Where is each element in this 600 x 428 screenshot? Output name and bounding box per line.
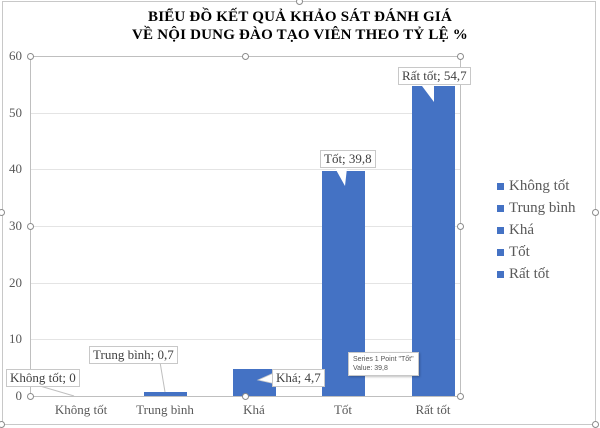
legend-item-tot[interactable]: Tốt bbox=[497, 241, 576, 263]
y-tick-20: 20 bbox=[9, 275, 22, 290]
bar-rat-tot[interactable] bbox=[412, 86, 455, 396]
y-tick-60: 60 bbox=[9, 48, 22, 63]
gridline-20 bbox=[30, 283, 461, 284]
plot-resize-handle-bottom-right[interactable] bbox=[457, 393, 464, 400]
data-label-trung-binh[interactable]: Trung bình; 0,7 bbox=[89, 346, 178, 364]
legend-swatch-icon bbox=[497, 204, 504, 212]
legend-item-trung-binh[interactable]: Trung bình bbox=[497, 197, 576, 219]
legend-label: Khá bbox=[509, 221, 534, 238]
chart-title-line-2: VỀ NỘI DUNG ĐÀO TẠO VIÊN THEO TỶ LỆ % bbox=[132, 27, 468, 43]
gridline-30 bbox=[30, 226, 461, 227]
y-tick-40: 40 bbox=[9, 161, 22, 176]
chart-resize-handle-middle-right[interactable] bbox=[592, 209, 599, 216]
plot-resize-handle-top-left[interactable] bbox=[27, 53, 34, 60]
chart-resize-handle-top-center[interactable] bbox=[296, 0, 303, 5]
plot-resize-handle-bottom-left[interactable] bbox=[27, 393, 34, 400]
data-label-kha[interactable]: Khá; 4,7 bbox=[272, 369, 325, 387]
x-tick-rat-tot: Rất tốt bbox=[415, 402, 451, 417]
chart-resize-handle-middle-left[interactable] bbox=[0, 209, 5, 216]
tooltip-series-point: Series 1 Point "Tốt" bbox=[353, 356, 414, 363]
data-label-tot[interactable]: Tốt; 39,8 bbox=[320, 150, 376, 168]
legend[interactable]: Không tốt Trung bình Khá Tốt Rất tốt bbox=[497, 175, 576, 285]
x-tick-kha: Khá bbox=[243, 402, 265, 417]
legend-item-rat-tot[interactable]: Rất tốt bbox=[497, 263, 576, 285]
tooltip-value: Value: 39,8 bbox=[353, 365, 388, 372]
hover-tooltip: Series 1 Point "Tốt" Value: 39,8 bbox=[348, 352, 419, 376]
legend-swatch-icon bbox=[497, 248, 504, 256]
y-tick-0: 0 bbox=[15, 388, 23, 403]
plot-resize-handle-middle-left[interactable] bbox=[27, 223, 34, 230]
legend-label: Trung bình bbox=[509, 199, 576, 216]
x-tick-tot: Tốt bbox=[333, 402, 353, 417]
y-tick-10: 10 bbox=[9, 331, 22, 346]
legend-swatch-icon bbox=[497, 226, 504, 234]
chart-title-line-1: BIỂU ĐỒ KẾT QUẢ KHẢO SÁT ĐÁNH GIÁ bbox=[147, 9, 452, 25]
y-tick-50: 50 bbox=[9, 105, 22, 120]
y-tick-30: 30 bbox=[9, 218, 22, 233]
legend-item-kha[interactable]: Khá bbox=[497, 219, 576, 241]
legend-label: Tốt bbox=[509, 243, 530, 260]
legend-item-khong-tot[interactable]: Không tốt bbox=[497, 175, 576, 197]
plot-resize-handle-top-center[interactable] bbox=[242, 53, 249, 60]
plot-resize-handle-top-right[interactable] bbox=[457, 53, 464, 60]
legend-swatch-icon bbox=[497, 182, 504, 190]
legend-label: Không tốt bbox=[509, 177, 570, 194]
plot-resize-handle-bottom-center[interactable] bbox=[242, 393, 249, 400]
gridline-40 bbox=[30, 169, 461, 170]
x-tick-khong-tot: Không tốt bbox=[54, 402, 108, 417]
legend-swatch-icon bbox=[497, 270, 504, 278]
gridline-10 bbox=[30, 339, 461, 340]
chart-title[interactable]: BIỂU ĐỒ KẾT QUẢ KHẢO SÁT ĐÁNH GIÁ VỀ NỘI… bbox=[0, 8, 600, 44]
bar-trung-binh[interactable] bbox=[144, 392, 187, 396]
data-label-rat-tot[interactable]: Rất tốt; 54,7 bbox=[398, 67, 471, 85]
gridline-50 bbox=[30, 113, 461, 114]
legend-label: Rất tốt bbox=[509, 265, 550, 282]
plot-resize-handle-middle-right[interactable] bbox=[457, 223, 464, 230]
x-tick-trung-binh: Trung bình bbox=[136, 402, 194, 417]
data-label-khong-tot[interactable]: Không tốt; 0 bbox=[6, 369, 80, 387]
